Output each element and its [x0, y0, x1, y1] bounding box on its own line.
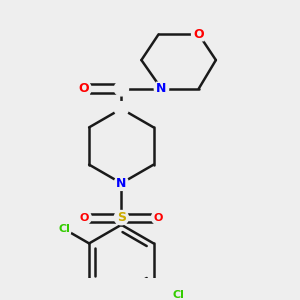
Circle shape — [154, 82, 169, 96]
Text: Cl: Cl — [172, 290, 184, 300]
Text: S: S — [117, 211, 126, 224]
Text: O: O — [194, 28, 204, 41]
Circle shape — [57, 222, 71, 236]
Text: N: N — [116, 177, 127, 190]
Text: O: O — [154, 213, 163, 223]
Circle shape — [77, 211, 91, 225]
Text: O: O — [80, 213, 89, 223]
Circle shape — [114, 176, 128, 190]
Circle shape — [152, 211, 166, 225]
Text: Cl: Cl — [58, 224, 70, 234]
Text: N: N — [156, 82, 167, 95]
Circle shape — [114, 211, 128, 225]
Text: O: O — [79, 82, 89, 95]
Circle shape — [171, 288, 186, 300]
Circle shape — [114, 102, 128, 116]
Circle shape — [191, 27, 206, 41]
Circle shape — [77, 82, 91, 96]
Circle shape — [114, 82, 128, 96]
